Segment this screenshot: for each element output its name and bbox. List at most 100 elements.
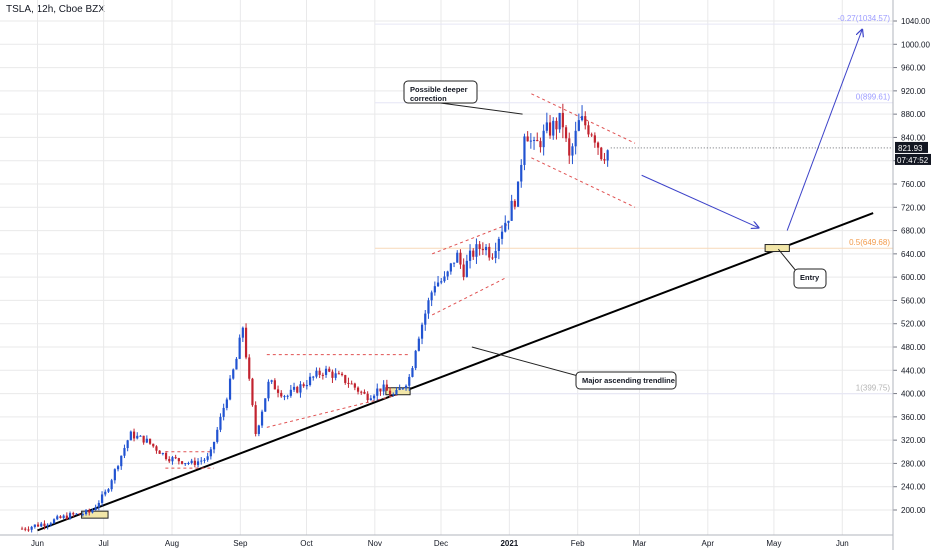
- candle-body: [369, 398, 372, 401]
- y-tick-label: 320.00: [901, 436, 926, 445]
- countdown-tag: [895, 153, 931, 165]
- candle-body: [283, 396, 286, 398]
- y-tick-label: 1040.00: [901, 17, 930, 26]
- chart-drawings: [37, 30, 893, 532]
- candle-body: [81, 514, 84, 516]
- candle-body: [606, 150, 609, 161]
- breakout-box-nov: [385, 387, 411, 396]
- candle-body: [401, 388, 404, 390]
- candle-body: [129, 431, 132, 441]
- candle-body: [347, 382, 350, 384]
- y-tick-label: 440.00: [901, 366, 926, 375]
- candle-body: [366, 393, 369, 401]
- candle-body: [590, 134, 593, 136]
- candle-body: [270, 380, 273, 382]
- candle-body: [542, 130, 545, 148]
- candle-body: [276, 389, 280, 393]
- candle-body: [411, 368, 414, 377]
- candle-body: [24, 528, 27, 530]
- candles: [20, 103, 609, 533]
- y-tick-label: 400.00: [901, 390, 926, 399]
- candle-body: [225, 399, 228, 408]
- candle-body: [577, 120, 580, 131]
- candle-body: [168, 459, 171, 462]
- candle-body: [49, 523, 52, 525]
- rising-channel-lower: [431, 276, 508, 316]
- candle-body: [420, 324, 424, 339]
- candle-body: [142, 435, 145, 443]
- candle-body: [488, 246, 491, 258]
- y-tick-label: 760.00: [901, 180, 926, 189]
- candle-body: [385, 384, 388, 391]
- candle-body: [219, 416, 222, 430]
- candle-body: [424, 313, 427, 325]
- candle-body: [360, 391, 363, 393]
- candle-body: [104, 491, 107, 495]
- candle-body: [516, 181, 520, 207]
- candle-body: [350, 383, 353, 385]
- candle-body: [571, 146, 574, 156]
- candle-body: [305, 384, 308, 387]
- candle-body: [145, 438, 148, 443]
- time-axis[interactable]: Jun Jul Aug Sep Oct Nov Dec 2021 Feb Mar Apr May Jun: [0, 534, 893, 548]
- candle-body: [292, 386, 296, 390]
- candle-body: [113, 469, 116, 481]
- candle-body: [587, 125, 590, 135]
- candle-body: [43, 523, 46, 527]
- breakout-box-jul: [81, 510, 109, 519]
- candle-body: [241, 327, 244, 338]
- x-tick-label: Oct: [300, 539, 313, 548]
- candle-body: [88, 510, 91, 513]
- candle-body: [155, 446, 158, 451]
- fib-label: -0.27(1034.57): [838, 14, 891, 23]
- arrow-up: [786, 30, 862, 231]
- y-tick-label: 360.00: [901, 413, 926, 422]
- deeper-correction-callout-pointer: [440, 102, 523, 115]
- candle-body: [603, 159, 606, 161]
- candle-body: [280, 392, 283, 397]
- candle-body: [430, 292, 433, 301]
- countdown-text: 07:47:52: [897, 156, 929, 165]
- y-tick-label: 280.00: [901, 459, 926, 468]
- candle-body: [75, 513, 78, 515]
- candle-body: [132, 431, 136, 439]
- candle-body: [97, 502, 100, 508]
- arrow-down: [641, 174, 759, 227]
- y-tick-label: 640.00: [901, 250, 926, 259]
- price-axis[interactable]: 200.00 240.00 280.00 320.00 360.00 400.00 440.…: [892, 0, 931, 550]
- fib-label: 0(899.61): [856, 93, 891, 102]
- trendline-callout-text: Major ascending trendline: [582, 376, 675, 385]
- candle-body: [203, 459, 206, 461]
- candle-body: [212, 441, 216, 450]
- candle-body: [273, 380, 276, 390]
- candle-body: [72, 513, 75, 515]
- y-tick-label: 840.00: [901, 133, 926, 142]
- candle-body: [180, 461, 184, 464]
- candle-body: [584, 116, 587, 126]
- candle-body: [510, 200, 513, 221]
- candle-body: [248, 357, 251, 379]
- candle-body: [296, 386, 299, 393]
- candle-body: [356, 387, 360, 392]
- y-tick-label: 880.00: [901, 110, 926, 119]
- candle-body: [520, 164, 523, 182]
- grid-lines: [0, 0, 893, 535]
- candle-body: [388, 390, 392, 396]
- candle-body: [408, 376, 411, 386]
- last-price-tag: [895, 141, 928, 153]
- major-trendline: [37, 212, 874, 532]
- candle-body: [321, 374, 324, 376]
- candle-body: [596, 142, 600, 148]
- candle-body: [497, 238, 500, 251]
- candle-body: [392, 394, 395, 396]
- candle-body: [36, 524, 40, 527]
- candle-body: [523, 136, 526, 165]
- candle-body: [161, 453, 164, 455]
- candle-body: [222, 407, 225, 417]
- x-tick-label: May: [766, 539, 781, 548]
- candle-body: [148, 438, 152, 444]
- candle-body: [558, 112, 561, 130]
- candle-body: [200, 460, 203, 462]
